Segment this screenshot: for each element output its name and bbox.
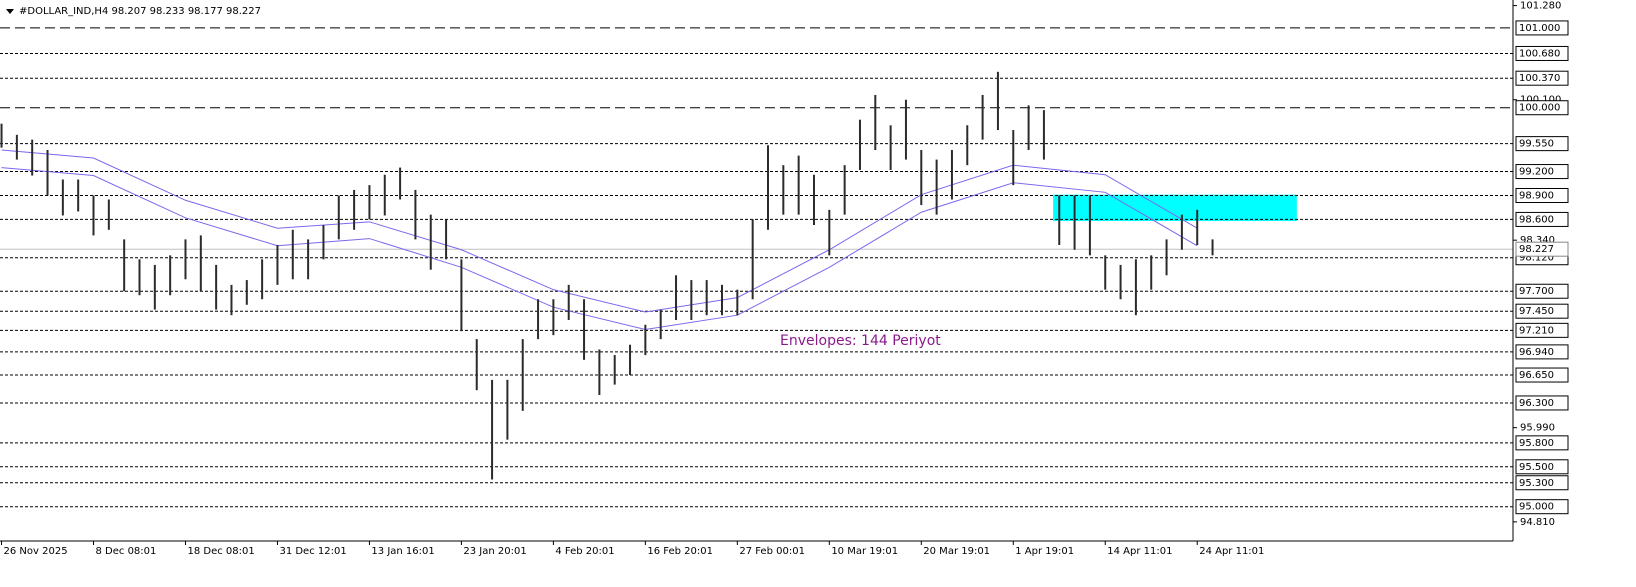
level-label: 98.120 bbox=[1519, 253, 1554, 264]
level-label-box bbox=[1515, 303, 1569, 319]
y-tick-label: 94.810 bbox=[1520, 517, 1555, 528]
level-label: 98.900 bbox=[1519, 190, 1554, 201]
level-label: 101.000 bbox=[1519, 23, 1560, 34]
level-label: 95.300 bbox=[1519, 478, 1554, 489]
x-tick-label: 14 Apr 11:01 bbox=[1107, 546, 1172, 557]
level-label: 97.450 bbox=[1519, 306, 1554, 317]
level-label: 100.680 bbox=[1519, 48, 1560, 59]
level-label-box bbox=[1515, 395, 1569, 411]
level-label-box bbox=[1515, 435, 1569, 451]
x-tick-label: 1 Apr 19:01 bbox=[1015, 546, 1074, 557]
level-label: 96.940 bbox=[1519, 347, 1554, 358]
zone bbox=[1053, 194, 1297, 222]
level-label-box bbox=[1515, 70, 1569, 86]
grid-layer bbox=[0, 27, 1513, 508]
x-tick-label: 24 Apr 11:01 bbox=[1199, 546, 1264, 557]
x-tick-label: 13 Jan 16:01 bbox=[371, 546, 434, 557]
level-label: 99.200 bbox=[1519, 167, 1554, 178]
level-label-box bbox=[1515, 100, 1569, 116]
envelope-line bbox=[1, 167, 1198, 331]
level-label-box bbox=[1515, 475, 1569, 491]
x-tick-label: 16 Feb 20:01 bbox=[647, 546, 713, 557]
x-tick-label: 20 Mar 19:01 bbox=[923, 546, 990, 557]
level-label-box bbox=[1515, 20, 1569, 36]
level-label: 95.000 bbox=[1519, 502, 1554, 513]
level-label: 97.210 bbox=[1519, 325, 1554, 336]
level-label-box bbox=[1515, 322, 1569, 338]
level-label-box bbox=[1515, 164, 1569, 180]
level-label: 96.300 bbox=[1519, 398, 1554, 409]
indicator-label: Envelopes: 144 Periyot bbox=[780, 333, 941, 349]
level-label: 95.800 bbox=[1519, 438, 1554, 449]
level-label: 96.650 bbox=[1519, 370, 1554, 381]
zone-layer bbox=[1053, 194, 1297, 222]
level-label-box bbox=[1515, 344, 1569, 360]
chart-title: #DOLLAR_IND,H4 98.207 98.233 98.177 98.2… bbox=[19, 6, 261, 17]
x-tick-label: 4 Feb 20:01 bbox=[555, 546, 614, 557]
x-tick-label: 23 Jan 20:01 bbox=[463, 546, 526, 557]
x-tick-label: 31 Dec 12:01 bbox=[279, 546, 346, 557]
level-label: 95.500 bbox=[1519, 462, 1554, 473]
level-label: 99.550 bbox=[1519, 139, 1554, 150]
axis-layer: 101.280100.10098.34095.99094.810101.0001… bbox=[1, 1, 1569, 557]
level-label-box bbox=[1515, 499, 1569, 515]
symbol-menu-arrow[interactable] bbox=[6, 9, 14, 14]
bar-layer bbox=[0, 71, 1214, 480]
x-tick-label: 27 Feb 00:01 bbox=[739, 546, 805, 557]
level-label: 97.700 bbox=[1519, 286, 1554, 297]
y-tick-label: 98.340 bbox=[1520, 235, 1555, 246]
x-tick-label: 10 Mar 19:01 bbox=[831, 546, 898, 557]
x-tick-label: 8 Dec 08:01 bbox=[96, 546, 157, 557]
level-label: 100.000 bbox=[1519, 103, 1560, 114]
series-layer bbox=[1, 149, 1198, 331]
level-label: 100.370 bbox=[1519, 73, 1560, 84]
x-tick-label: 26 Nov 2025 bbox=[4, 546, 68, 557]
level-label-box bbox=[1515, 367, 1569, 383]
level-label-box bbox=[1515, 211, 1569, 227]
y-tick-label: 101.280 bbox=[1520, 1, 1561, 12]
x-tick-label: 18 Dec 08:01 bbox=[187, 546, 254, 557]
y-tick-label: 95.990 bbox=[1520, 423, 1555, 434]
current-price-label: 98.227 bbox=[1519, 244, 1554, 255]
level-label-box bbox=[1515, 187, 1569, 203]
level-label-box bbox=[1515, 459, 1569, 475]
current-price-box bbox=[1515, 241, 1569, 257]
level-label-box bbox=[1515, 283, 1569, 299]
level-label-box bbox=[1515, 45, 1569, 61]
envelope-line bbox=[1, 149, 1198, 313]
level-label-box bbox=[1515, 136, 1569, 152]
level-label: 98.600 bbox=[1519, 214, 1554, 225]
